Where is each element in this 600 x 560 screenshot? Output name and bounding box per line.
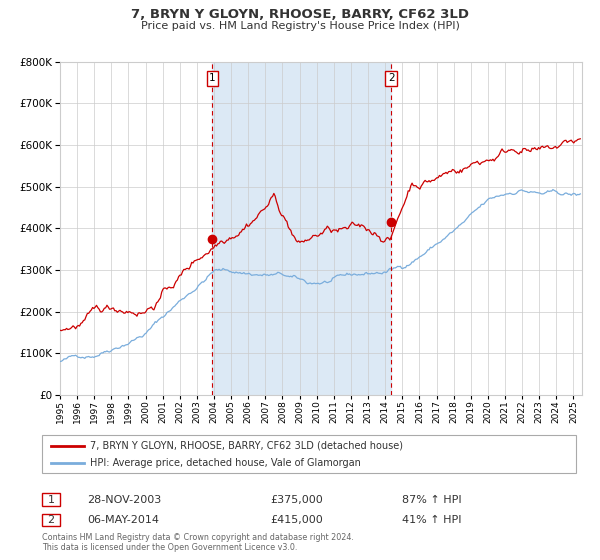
Text: This data is licensed under the Open Government Licence v3.0.: This data is licensed under the Open Gov…: [42, 543, 298, 552]
Text: 41% ↑ HPI: 41% ↑ HPI: [402, 515, 461, 525]
Text: 7, BRYN Y GLOYN, RHOOSE, BARRY, CF62 3LD: 7, BRYN Y GLOYN, RHOOSE, BARRY, CF62 3LD: [131, 8, 469, 21]
Text: £375,000: £375,000: [270, 494, 323, 505]
Text: £415,000: £415,000: [270, 515, 323, 525]
Text: Contains HM Land Registry data © Crown copyright and database right 2024.: Contains HM Land Registry data © Crown c…: [42, 533, 354, 542]
Text: 1: 1: [209, 73, 216, 83]
Text: 1: 1: [47, 494, 55, 505]
Text: 2: 2: [388, 73, 394, 83]
Bar: [212, 62, 391, 395]
Text: Price paid vs. HM Land Registry's House Price Index (HPI): Price paid vs. HM Land Registry's House …: [140, 21, 460, 31]
Text: 06-MAY-2014: 06-MAY-2014: [87, 515, 159, 525]
Text: 28-NOV-2003: 28-NOV-2003: [87, 494, 161, 505]
Text: 7, BRYN Y GLOYN, RHOOSE, BARRY, CF62 3LD (detached house): 7, BRYN Y GLOYN, RHOOSE, BARRY, CF62 3LD…: [90, 441, 403, 451]
Text: HPI: Average price, detached house, Vale of Glamorgan: HPI: Average price, detached house, Vale…: [90, 458, 361, 468]
Text: 2: 2: [47, 515, 55, 525]
Text: 87% ↑ HPI: 87% ↑ HPI: [402, 494, 461, 505]
